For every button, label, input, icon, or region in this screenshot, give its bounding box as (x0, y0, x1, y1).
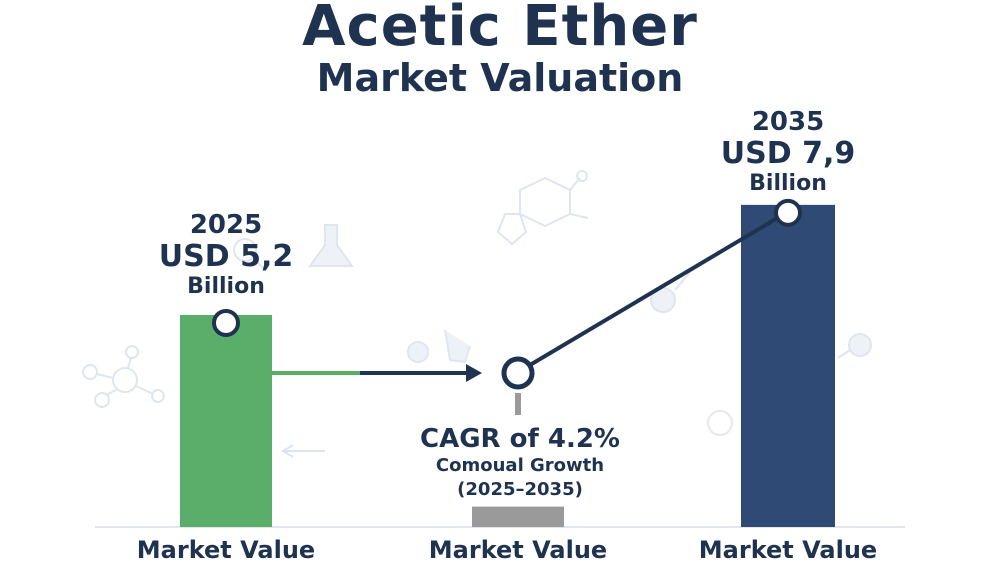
cagr-label: Comoual Growth (435, 455, 605, 476)
arrow-left-decoration-icon (281, 444, 325, 458)
x-tick-label: Market Value (428, 536, 608, 564)
year-label: 2035 (751, 106, 825, 137)
amount-label: USD 7,9 (720, 135, 856, 171)
arrow-head-icon (466, 364, 482, 382)
x-tick-label: Market Value (698, 536, 878, 564)
x-tick-label: Market Value (136, 536, 316, 564)
bar-2025 (180, 314, 272, 527)
growth-stem (515, 393, 521, 415)
value-label-2025: 2025 USD 5,2 Billion (116, 210, 336, 300)
bar-2035 (741, 204, 835, 527)
dollar-coin-decoration-icon (707, 410, 733, 436)
cagr-period: (2025–2035) (457, 479, 583, 500)
growth-trend-line (528, 217, 778, 367)
data-point-2035 (774, 198, 802, 227)
cagr-value: CAGR of 4.2% (420, 424, 620, 454)
data-point-2025 (212, 308, 240, 337)
chart-canvas (82, 170, 905, 528)
value-label-2035: 2035 USD 7,9 Billion (668, 107, 908, 197)
atom-decoration-icon (82, 345, 165, 408)
flask-pair-decoration-icon (407, 329, 471, 364)
molecule-decoration-icon (496, 170, 589, 246)
amount-label: USD 5,2 (158, 238, 294, 274)
data-point-midpoint (501, 356, 535, 390)
chart-subtitle: Market Valuation (316, 56, 684, 100)
cagr-annotation: CAGR of 4.2% Comoual Growth (2025–2035) (360, 424, 680, 502)
year-label: 2025 (189, 209, 263, 240)
magnifier-decoration-icon (233, 238, 264, 269)
chart-title: Acetic Ether (302, 0, 698, 59)
unit-label: Billion (187, 273, 265, 299)
lab-decoration-icon (650, 271, 872, 359)
flask-decoration-icon (308, 224, 354, 267)
bar-growth (472, 506, 564, 527)
unit-label: Billion (749, 170, 827, 196)
